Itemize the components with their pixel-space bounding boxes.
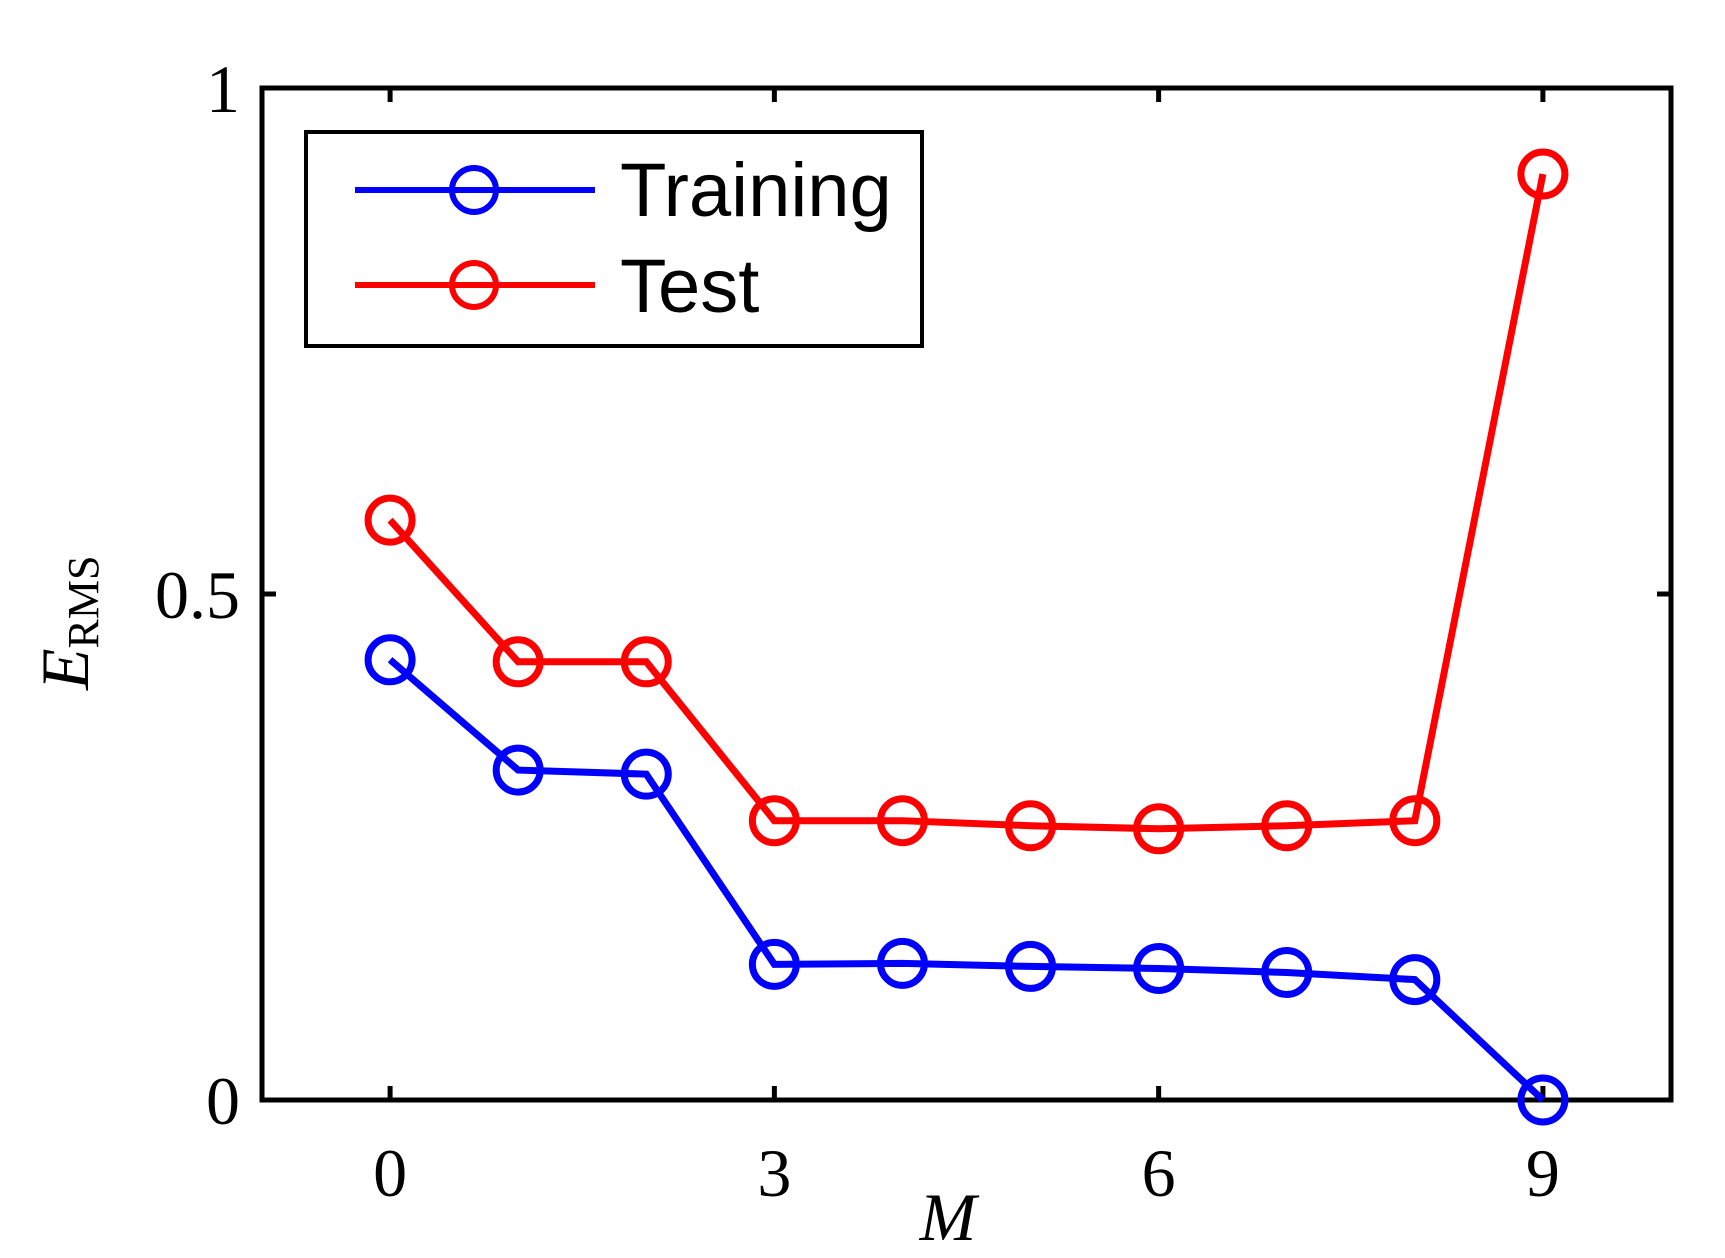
x-axis-label: M (919, 1179, 980, 1255)
data-point-marker (1517, 148, 1569, 200)
series-line (387, 657, 1546, 1103)
x-tick-label: 0 (373, 1135, 407, 1211)
data-point-marker (1517, 1074, 1569, 1126)
y-tick-label: 0 (206, 1063, 240, 1139)
data-point-marker (364, 494, 416, 546)
legend-label-test: Test (620, 244, 759, 329)
data-point-marker (492, 744, 544, 796)
data-point-marker (492, 636, 544, 688)
x-tick-label: 9 (1526, 1135, 1560, 1211)
series-training (364, 634, 1569, 1126)
data-series (364, 148, 1569, 1126)
y-axis-label-subscript: RMS (59, 556, 108, 649)
data-point-marker (1389, 795, 1441, 847)
y-axis-label: ERMS (27, 556, 108, 692)
data-point-marker (1005, 940, 1057, 992)
data-point-marker (1005, 800, 1057, 852)
data-point-marker (748, 795, 800, 847)
y-tick-label: 0.5 (155, 557, 240, 633)
data-point-marker (1261, 800, 1313, 852)
data-point-marker (364, 634, 416, 686)
legend-circle-marker-icon (449, 165, 499, 215)
data-point-marker (876, 795, 928, 847)
data-point-marker (1389, 954, 1441, 1006)
data-point-marker (1261, 946, 1313, 998)
data-point-marker (620, 636, 672, 688)
axis-ticks: 0 3 6 9 0 0.5 1 (155, 51, 1671, 1211)
data-point-marker (876, 937, 928, 989)
legend-item-training: Training (355, 148, 892, 233)
legend: Training Test (304, 130, 924, 348)
data-point-marker (748, 938, 800, 990)
legend-label-training: Training (620, 148, 892, 233)
data-point-marker (1133, 942, 1185, 994)
y-axis-label-main: E (27, 648, 103, 691)
y-tick-label: 1 (206, 51, 240, 127)
legend-circle-marker-icon (449, 260, 499, 310)
series-test (364, 148, 1569, 855)
data-point-marker (620, 748, 672, 800)
legend-box (304, 130, 924, 348)
data-point-marker (1133, 803, 1185, 855)
x-tick-label: 3 (757, 1135, 791, 1211)
x-tick-label: 6 (1142, 1135, 1176, 1211)
series-line (387, 173, 1547, 833)
legend-item-test: Test (355, 244, 759, 329)
